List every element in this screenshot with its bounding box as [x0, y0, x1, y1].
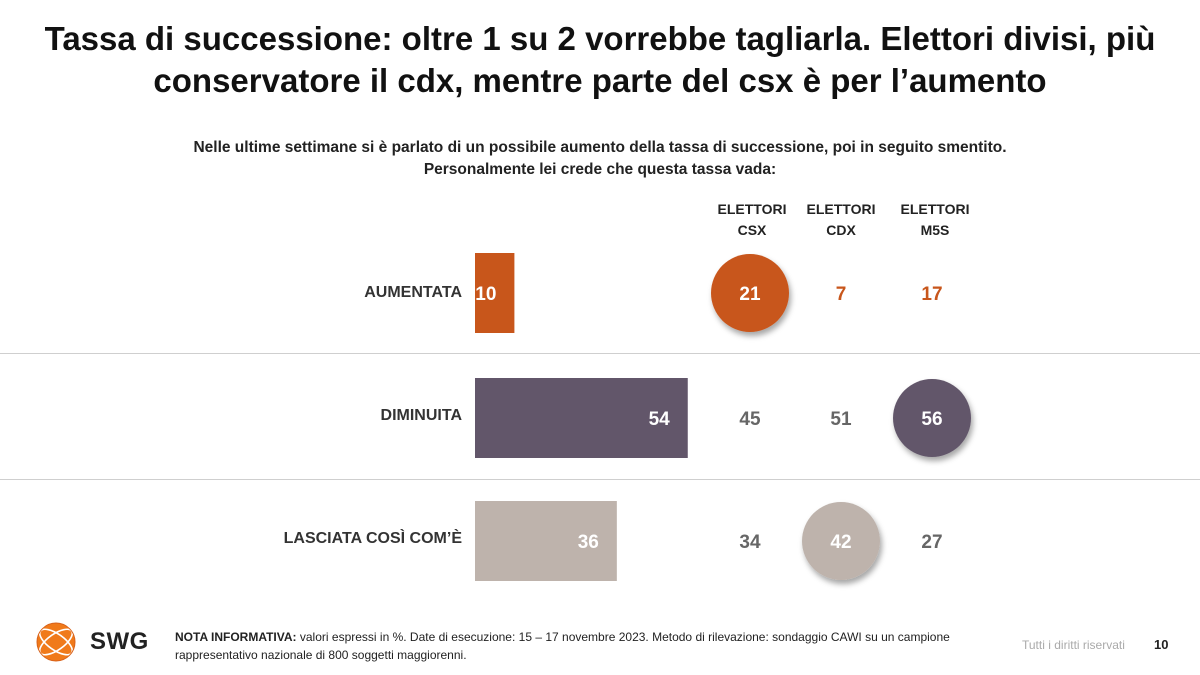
bar-aumentata: [475, 253, 515, 333]
page-title: Tassa di successione: oltre 1 su 2 vorre…: [0, 18, 1200, 102]
bar-lasciata: [475, 501, 617, 581]
row-label-lasciata: LASCIATA COSÌ COM’È: [283, 530, 462, 547]
column-header-m5s-line2: M5S: [920, 222, 950, 238]
breakdown-value-lasciata-csx: 34: [739, 532, 761, 553]
breakdown-value-aumentata-cdx: 7: [836, 284, 847, 305]
column-header-cdx-line1: ELETTORI: [806, 201, 876, 217]
breakdown-value-diminuita-cdx: 51: [830, 409, 852, 430]
question-line-1: Nelle ultime settimane si è parlato di u…: [193, 139, 1007, 156]
note-label: NOTA INFORMATIVA:: [175, 630, 297, 644]
title-line-2: conservatore il cdx, mentre parte del cs…: [153, 62, 1047, 99]
row-label-diminuita: DIMINUITA: [380, 407, 462, 424]
survey-question: Nelle ultime settimane si è parlato di u…: [100, 137, 1100, 181]
row-divider: [0, 353, 1200, 354]
note-text: valori espressi in %. Date di esecuzione…: [175, 630, 950, 662]
column-header-csx-line2: CSX: [737, 222, 767, 238]
breakdown-value-lasciata-cdx: 42: [830, 532, 851, 553]
breakdown-value-aumentata-csx: 21: [739, 284, 761, 305]
breakdown-value-aumentata-m5s: 17: [921, 284, 942, 305]
rights-text: Tutti i diritti riservati: [1022, 638, 1125, 652]
highlight-circle-lasciata-cdx: [802, 502, 880, 580]
bar-diminuita: [475, 378, 688, 458]
row-divider: [0, 479, 1200, 480]
row-label-aumentata: AUMENTATA: [364, 284, 462, 301]
title-line-1: Tassa di successione: oltre 1 su 2 vorre…: [44, 20, 1156, 57]
swg-logo-text: SWG: [90, 628, 149, 655]
breakdown-value-diminuita-csx: 45: [739, 409, 761, 430]
column-header-csx-line1: ELETTORI: [717, 201, 787, 217]
bar-value-diminuita: 54: [649, 409, 671, 430]
page-number: 10: [1154, 637, 1169, 652]
column-header-cdx: ELETTORI CDX: [786, 199, 896, 241]
breakdown-value-lasciata-m5s: 27: [921, 532, 942, 553]
column-header-cdx-line2: CDX: [826, 222, 856, 238]
swg-logo-icon: [36, 622, 76, 662]
column-header-m5s: ELETTORI M5S: [880, 199, 990, 241]
highlight-circle-diminuita-m5s: [893, 379, 971, 457]
informative-note: NOTA INFORMATIVA: valori espressi in %. …: [175, 628, 965, 664]
column-header-csx: ELETTORI CSX: [697, 199, 807, 241]
question-line-2: Personalmente lei crede che questa tassa…: [423, 161, 777, 178]
bar-value-lasciata: 36: [578, 532, 599, 553]
column-header-m5s-line1: ELETTORI: [900, 201, 970, 217]
breakdown-value-diminuita-m5s: 56: [921, 409, 942, 430]
highlight-circle-aumentata-csx: [711, 254, 789, 332]
bar-value-aumentata: 10: [475, 284, 496, 305]
